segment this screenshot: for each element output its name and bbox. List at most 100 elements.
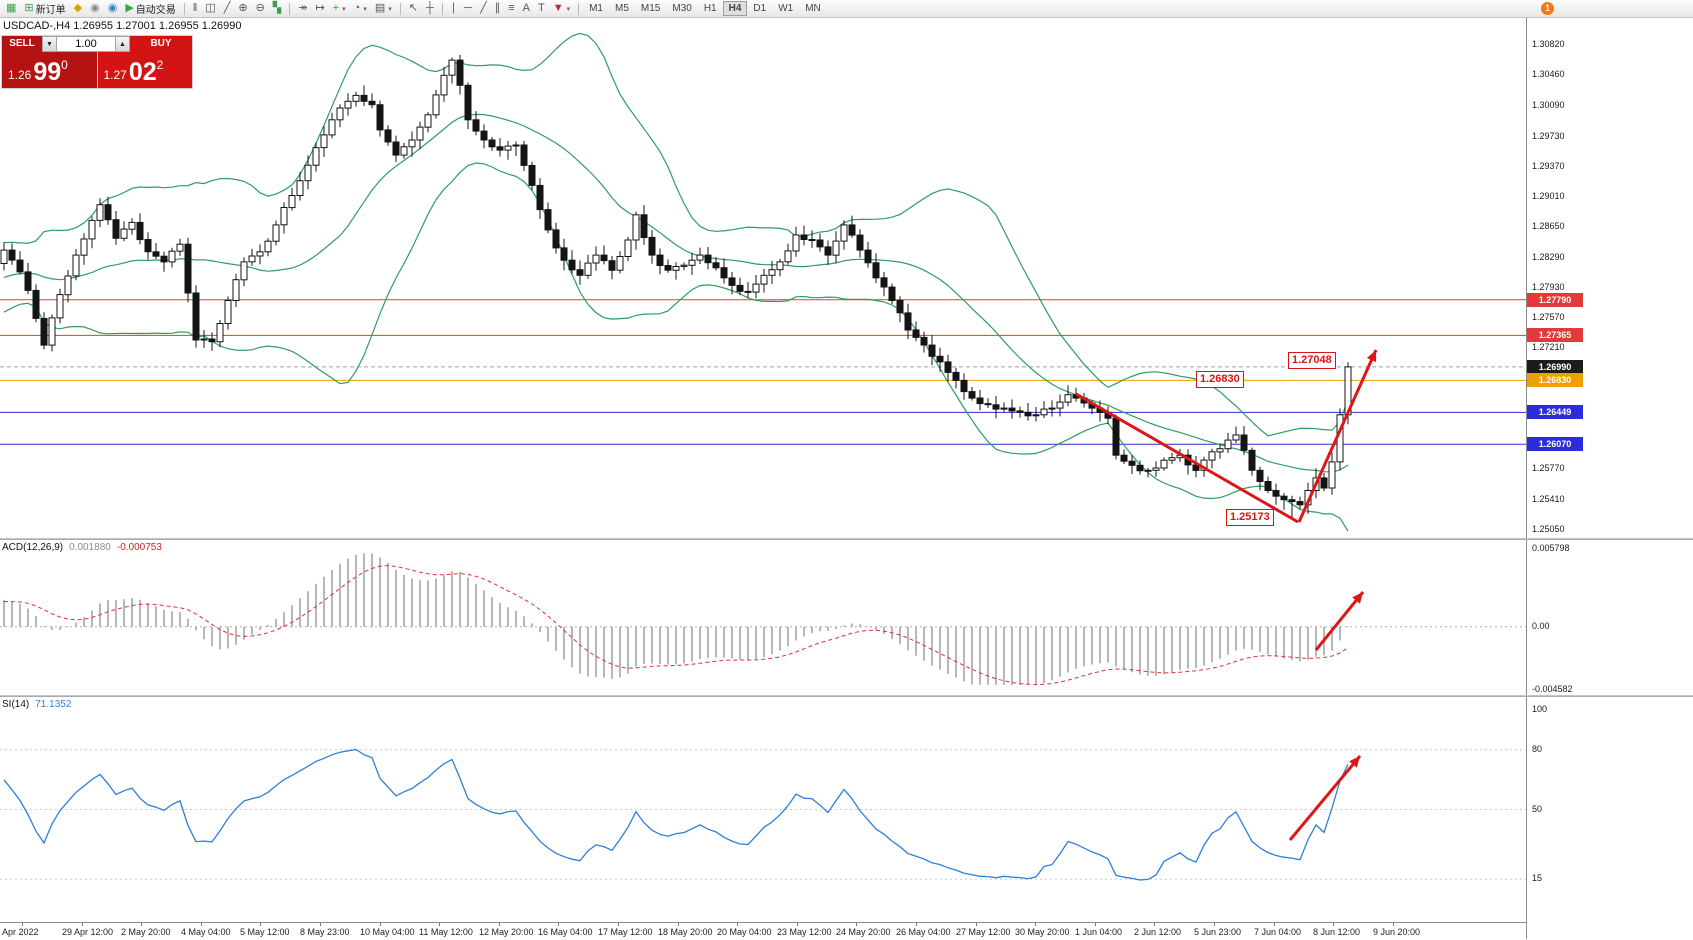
time-tick xyxy=(1154,923,1155,926)
price-tick: 1.29730 xyxy=(1532,131,1565,141)
candles xyxy=(0,54,1352,520)
rsi-value: 71.1352 xyxy=(35,699,72,710)
text-button[interactable]: A xyxy=(519,1,534,16)
macd-panel[interactable]: ACD(12,26,9) 0.001880 -0.000753 xyxy=(0,540,1526,697)
navigator-icon: ◉ xyxy=(107,2,118,14)
crosshair-button[interactable]: ┼ xyxy=(422,1,438,16)
macd-scale-zero: 0.00 xyxy=(1532,621,1550,631)
time-label: 5 Jun 23:00 xyxy=(1194,927,1242,937)
macd-title: ACD(12,26,9) xyxy=(2,542,64,553)
sell-price-pips: 99 xyxy=(33,58,62,87)
toolbar-items: ▦ ⊞ 新订单 ◆ ◉ ◉ ▶ 自动交易 ‖ ◫ ╱ ⊕ ⊖ ▚ ↠ ↦ + ▾ ◔ ▾ ▤ ▾ ↖ ┼ ∣ ─ ╱ ∥ ≡ A T ▼ ▾ M1… xyxy=(2,0,827,17)
candlestick-chart-button[interactable]: ◫ xyxy=(201,1,219,16)
line-chart-button[interactable]: ╱ xyxy=(220,1,235,16)
timeframe-d1[interactable]: D1 xyxy=(747,1,772,16)
lot-increase-button[interactable]: ▲ xyxy=(115,36,130,52)
time-tick xyxy=(558,923,559,926)
crosshair-icon: ┼ xyxy=(425,2,434,14)
price-tick: 1.25770 xyxy=(1532,463,1565,473)
price-scale[interactable]: 1.30820 1.30460 1.30090 1.29730 1.29370 1.290… xyxy=(1526,17,1693,939)
rsi-canvas[interactable] xyxy=(0,697,1526,922)
buy-price-figure: 1.27 xyxy=(103,68,127,82)
sell-button[interactable]: SELL xyxy=(2,36,42,52)
time-tick xyxy=(1095,923,1096,926)
horizontal-line-button[interactable]: ─ xyxy=(460,1,476,16)
price-box-1.27365: 1.27365 xyxy=(1527,328,1583,342)
chart-shift-button[interactable]: ↦ xyxy=(311,1,328,16)
macd-label: ACD(12,26,9) 0.001880 -0.000753 xyxy=(2,542,162,553)
price-tick: 1.30820 xyxy=(1532,39,1565,49)
fibonacci-button[interactable]: ≡ xyxy=(504,1,518,16)
rsi-panel[interactable]: SI(14) 71.1352 xyxy=(0,697,1526,922)
timeframe-m15[interactable]: M15 xyxy=(635,1,666,16)
main-chart-panel[interactable]: USDCAD-,H4 1.26955 1.27001 1.26955 1.269… xyxy=(0,17,1526,540)
panel-splitter[interactable] xyxy=(0,695,1693,697)
arrows-button[interactable]: ▼ ▾ xyxy=(549,1,574,16)
label-button[interactable]: T xyxy=(534,1,549,16)
price-chart-canvas[interactable] xyxy=(0,17,1526,540)
toolbar-separator xyxy=(578,2,580,15)
market-watch-button[interactable]: ◆ xyxy=(70,1,86,16)
breakout-price-label[interactable]: 1.26830 xyxy=(1196,371,1244,388)
navigator-button[interactable]: ◉ xyxy=(104,1,122,16)
price-tick: 1.27930 xyxy=(1532,282,1565,292)
price-tick: 1.30090 xyxy=(1532,100,1565,110)
time-label: 4 May 04:00 xyxy=(181,927,231,937)
chevron-down-icon: ▾ xyxy=(342,5,346,13)
zoom-in-button[interactable]: ⊕ xyxy=(234,1,251,16)
zoom-out-button[interactable]: ⊖ xyxy=(252,1,269,16)
macd-canvas[interactable] xyxy=(0,540,1526,697)
time-label: 30 May 20:00 xyxy=(1015,927,1070,937)
chevron-down-icon: ▾ xyxy=(388,5,392,13)
new-chart-button[interactable]: ▦ xyxy=(2,1,20,16)
rsi-line xyxy=(3,748,1349,881)
autotrade-button[interactable]: ▶ 自动交易 xyxy=(121,1,179,17)
time-tick xyxy=(1274,923,1275,926)
triangle-down-icon: ▼ xyxy=(46,40,53,48)
sell-price[interactable]: 1.26 99 0 xyxy=(2,52,97,88)
notification-badge[interactable]: 1 xyxy=(1541,2,1554,15)
timeframe-h4[interactable]: H4 xyxy=(722,1,748,16)
timeframe-m1[interactable]: M1 xyxy=(583,1,609,16)
timeframe-m30[interactable]: M30 xyxy=(666,1,697,16)
macd-scale-min: -0.004582 xyxy=(1532,684,1573,694)
data-window-button[interactable]: ◉ xyxy=(86,1,104,16)
toolbar-separator xyxy=(289,2,291,15)
time-tick xyxy=(260,923,261,926)
buy-price[interactable]: 1.27 02 2 xyxy=(96,52,192,88)
time-label: 23 May 12:00 xyxy=(777,927,832,937)
templates-button[interactable]: ▤ ▾ xyxy=(371,1,396,16)
time-label: 8 Jun 12:00 xyxy=(1313,927,1361,937)
trendline-button[interactable]: ╱ xyxy=(476,1,491,16)
time-label: 7 Jun 04:00 xyxy=(1254,927,1302,937)
panel-splitter[interactable] xyxy=(0,538,1693,540)
time-label: 26 May 04:00 xyxy=(896,927,951,937)
periods-button[interactable]: ◔ ▾ xyxy=(350,1,371,16)
new-order-icon: ⊞ xyxy=(24,2,34,14)
buy-button[interactable]: BUY xyxy=(130,36,192,52)
auto-scroll-button[interactable]: ↠ xyxy=(294,1,311,16)
time-axis[interactable]: Apr 2022 29 Apr 12:00 2 May 20:00 4 May 04:… xyxy=(0,922,1693,940)
timeframe-m5[interactable]: M5 xyxy=(609,1,635,16)
low-price-label[interactable]: 1.25173 xyxy=(1226,509,1274,526)
channel-button[interactable]: ∥ xyxy=(491,1,505,16)
timeframe-mn[interactable]: MN xyxy=(799,1,827,16)
time-label: 2 Jun 12:00 xyxy=(1134,927,1182,937)
time-tick xyxy=(82,923,83,926)
lot-size-input[interactable] xyxy=(57,36,115,52)
autotrade-icon: ▶ xyxy=(125,2,134,14)
target-price-label[interactable]: 1.27048 xyxy=(1288,352,1336,369)
tile-windows-button[interactable]: ▚ xyxy=(269,1,285,16)
timeframe-h1[interactable]: H1 xyxy=(698,1,723,16)
vertical-line-button[interactable]: ∣ xyxy=(447,1,461,16)
time-label: 11 May 12:00 xyxy=(419,927,473,937)
indicators-button[interactable]: + ▾ xyxy=(329,1,350,16)
rsi-scale-100: 100 xyxy=(1532,704,1548,714)
new-order-button[interactable]: ⊞ 新订单 xyxy=(20,1,69,17)
toolbar-separator xyxy=(399,2,401,15)
bar-chart-button[interactable]: ‖ xyxy=(189,1,202,16)
cursor-button[interactable]: ↖ xyxy=(405,1,422,16)
timeframe-w1[interactable]: W1 xyxy=(772,1,799,16)
lot-decrease-button[interactable]: ▼ xyxy=(42,36,57,52)
rsi-title: SI(14) xyxy=(2,699,30,710)
